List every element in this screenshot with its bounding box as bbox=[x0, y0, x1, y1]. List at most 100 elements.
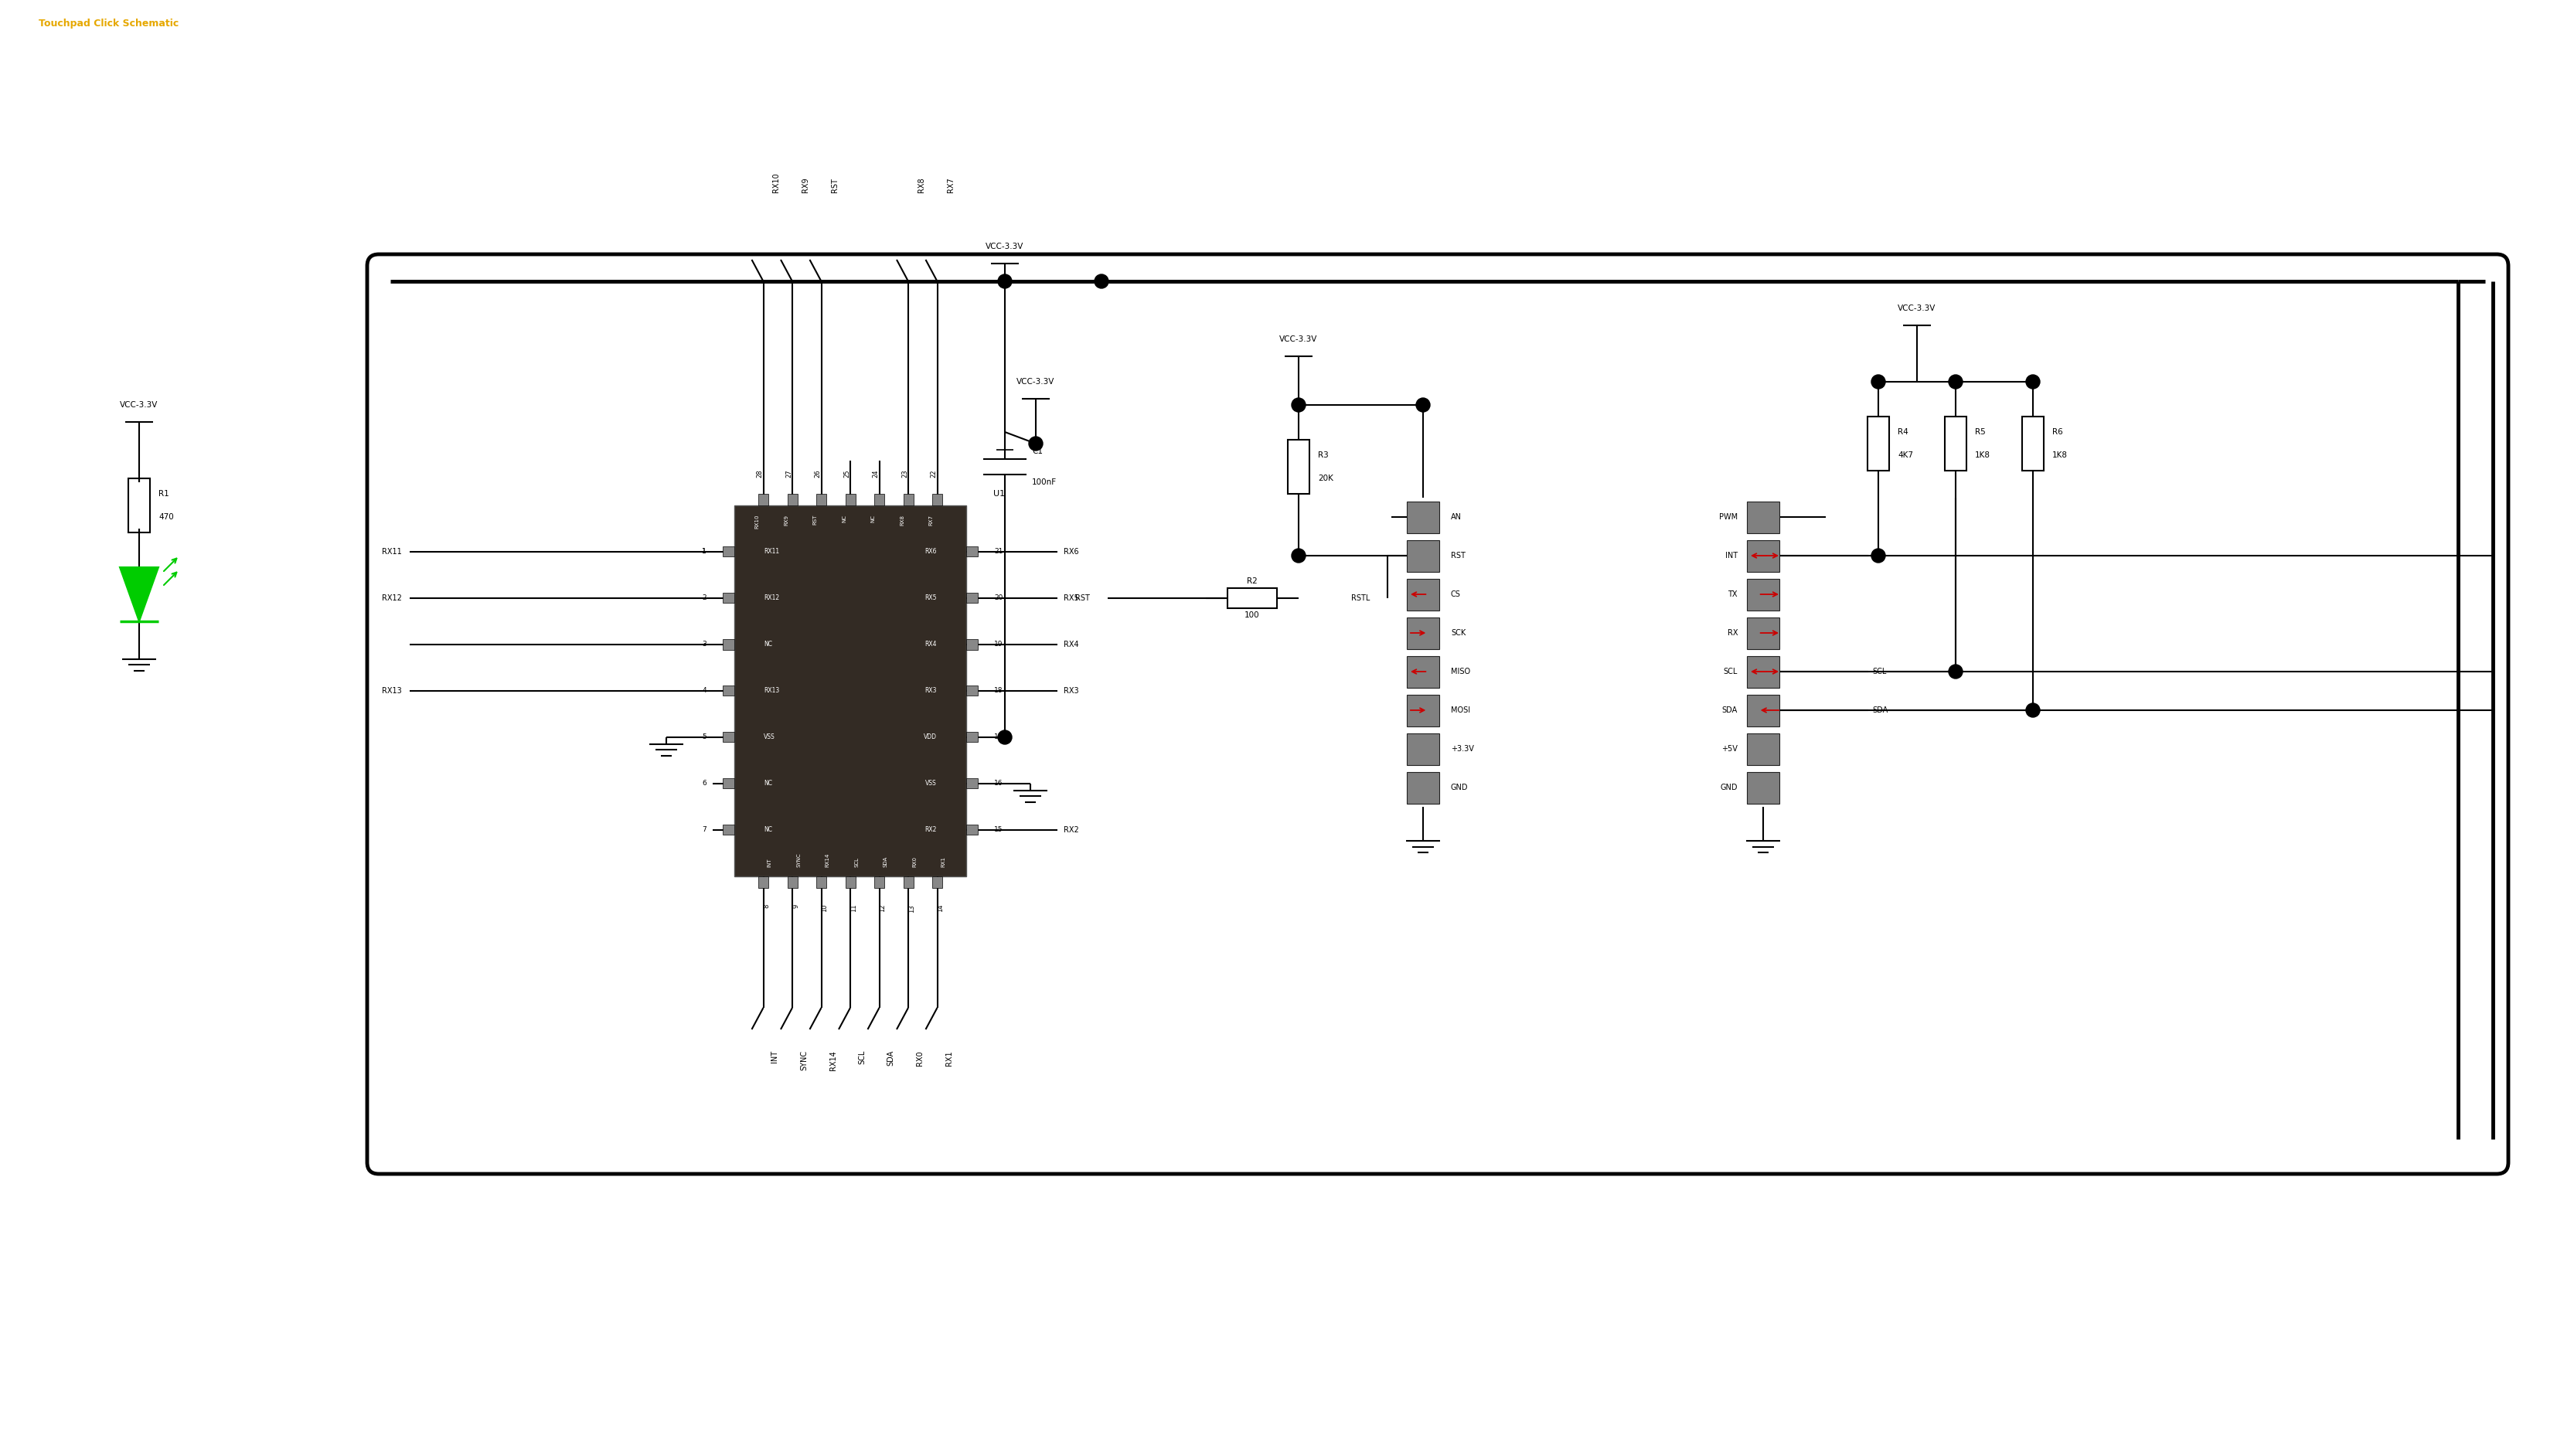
Bar bbox=[874, 494, 885, 505]
Text: RX8: RX8 bbox=[918, 178, 926, 192]
Text: 13: 13 bbox=[908, 904, 915, 913]
Bar bbox=[788, 494, 798, 505]
Text: 28: 28 bbox=[757, 469, 765, 478]
Bar bbox=[1406, 732, 1440, 764]
Bar bbox=[846, 877, 854, 888]
Text: RX14: RX14 bbox=[828, 1050, 836, 1070]
Bar bbox=[967, 639, 977, 649]
Bar bbox=[2023, 416, 2043, 470]
Text: 8: 8 bbox=[765, 904, 770, 909]
Bar bbox=[874, 877, 885, 888]
Text: RX7: RX7 bbox=[946, 178, 954, 192]
Text: VSS: VSS bbox=[765, 734, 775, 741]
Text: MISO: MISO bbox=[1450, 668, 1470, 676]
Text: R6: R6 bbox=[2053, 428, 2063, 435]
Text: 26: 26 bbox=[813, 469, 821, 478]
Text: INT: INT bbox=[1872, 552, 1885, 559]
Text: SYNC: SYNC bbox=[795, 853, 800, 868]
Text: VCC-3.3V: VCC-3.3V bbox=[1018, 379, 1056, 386]
Text: RX3: RX3 bbox=[926, 687, 936, 695]
Bar bbox=[1406, 540, 1440, 572]
Text: NC: NC bbox=[765, 641, 772, 648]
Text: GND: GND bbox=[1721, 783, 1739, 792]
Circle shape bbox=[1291, 549, 1307, 562]
Text: NC: NC bbox=[765, 827, 772, 833]
Circle shape bbox=[1948, 374, 1964, 389]
Text: Touchpad Click Schematic: Touchpad Click Schematic bbox=[38, 19, 179, 29]
Text: RX9: RX9 bbox=[785, 515, 788, 526]
Text: VDD: VDD bbox=[923, 734, 936, 741]
Text: R3: R3 bbox=[1317, 451, 1330, 459]
Text: RX7: RX7 bbox=[928, 515, 933, 526]
Circle shape bbox=[1028, 437, 1043, 450]
Bar bbox=[1227, 588, 1276, 609]
Text: 21: 21 bbox=[995, 549, 1002, 555]
Text: 3: 3 bbox=[703, 641, 706, 648]
Text: RX11: RX11 bbox=[381, 547, 401, 556]
Bar bbox=[967, 732, 977, 743]
Polygon shape bbox=[120, 568, 159, 622]
Bar bbox=[967, 826, 977, 836]
Bar bbox=[1746, 732, 1780, 764]
Text: RX10: RX10 bbox=[754, 515, 759, 529]
Text: RX14: RX14 bbox=[826, 853, 831, 868]
Bar bbox=[967, 547, 977, 556]
Text: R1: R1 bbox=[159, 491, 169, 498]
Bar bbox=[816, 877, 826, 888]
Text: 1K8: 1K8 bbox=[2053, 451, 2069, 459]
Text: RX3: RX3 bbox=[1064, 687, 1079, 695]
Bar bbox=[724, 547, 734, 556]
Text: 1: 1 bbox=[703, 549, 706, 555]
Text: RX0: RX0 bbox=[915, 1050, 923, 1066]
Text: 2: 2 bbox=[703, 594, 706, 601]
Text: RX12: RX12 bbox=[765, 594, 780, 601]
Text: 100: 100 bbox=[1245, 612, 1261, 619]
Bar bbox=[933, 494, 944, 505]
Text: RX4: RX4 bbox=[926, 641, 936, 648]
Text: 16: 16 bbox=[995, 780, 1002, 788]
Bar bbox=[724, 732, 734, 743]
Text: VSS: VSS bbox=[926, 780, 936, 788]
Text: RX12: RX12 bbox=[381, 594, 401, 601]
Text: VCC-3.3V: VCC-3.3V bbox=[120, 400, 159, 409]
Text: 9: 9 bbox=[793, 904, 800, 909]
Text: SCK: SCK bbox=[1450, 629, 1465, 636]
Circle shape bbox=[1872, 549, 1885, 562]
Text: NC: NC bbox=[841, 515, 846, 523]
Bar bbox=[724, 826, 734, 836]
Text: VCC-3.3V: VCC-3.3V bbox=[987, 243, 1023, 250]
Text: 20K: 20K bbox=[1317, 475, 1332, 482]
Text: VCC-3.3V: VCC-3.3V bbox=[1278, 335, 1317, 344]
Text: GND: GND bbox=[1450, 783, 1468, 792]
Text: NC: NC bbox=[872, 515, 874, 523]
Bar bbox=[967, 593, 977, 603]
Circle shape bbox=[1948, 664, 1964, 678]
Text: SDA: SDA bbox=[887, 1050, 895, 1066]
Text: SDA: SDA bbox=[1872, 706, 1887, 713]
Text: SCL: SCL bbox=[1872, 668, 1887, 676]
Text: 27: 27 bbox=[785, 469, 793, 478]
Bar bbox=[724, 779, 734, 789]
Text: INT: INT bbox=[772, 1050, 780, 1063]
Text: SDA: SDA bbox=[882, 856, 887, 868]
Text: 23: 23 bbox=[900, 469, 908, 478]
Text: +5V: +5V bbox=[1721, 745, 1739, 753]
Text: RX13: RX13 bbox=[381, 687, 401, 695]
Bar bbox=[903, 877, 913, 888]
Circle shape bbox=[2025, 374, 2040, 389]
Circle shape bbox=[1872, 374, 1885, 389]
Text: RX5: RX5 bbox=[926, 594, 936, 601]
Bar bbox=[759, 494, 767, 505]
Circle shape bbox=[997, 274, 1013, 288]
Bar bbox=[1946, 416, 1966, 470]
Text: VCC-3.3V: VCC-3.3V bbox=[1897, 304, 1936, 312]
Text: 14: 14 bbox=[938, 904, 944, 913]
Text: RX6: RX6 bbox=[926, 549, 936, 555]
Bar bbox=[967, 686, 977, 696]
Bar bbox=[724, 593, 734, 603]
Text: NC: NC bbox=[765, 780, 772, 788]
Text: 25: 25 bbox=[844, 469, 851, 478]
Text: R2: R2 bbox=[1248, 577, 1258, 585]
Text: C1: C1 bbox=[1033, 447, 1043, 456]
Text: 12: 12 bbox=[880, 904, 887, 913]
